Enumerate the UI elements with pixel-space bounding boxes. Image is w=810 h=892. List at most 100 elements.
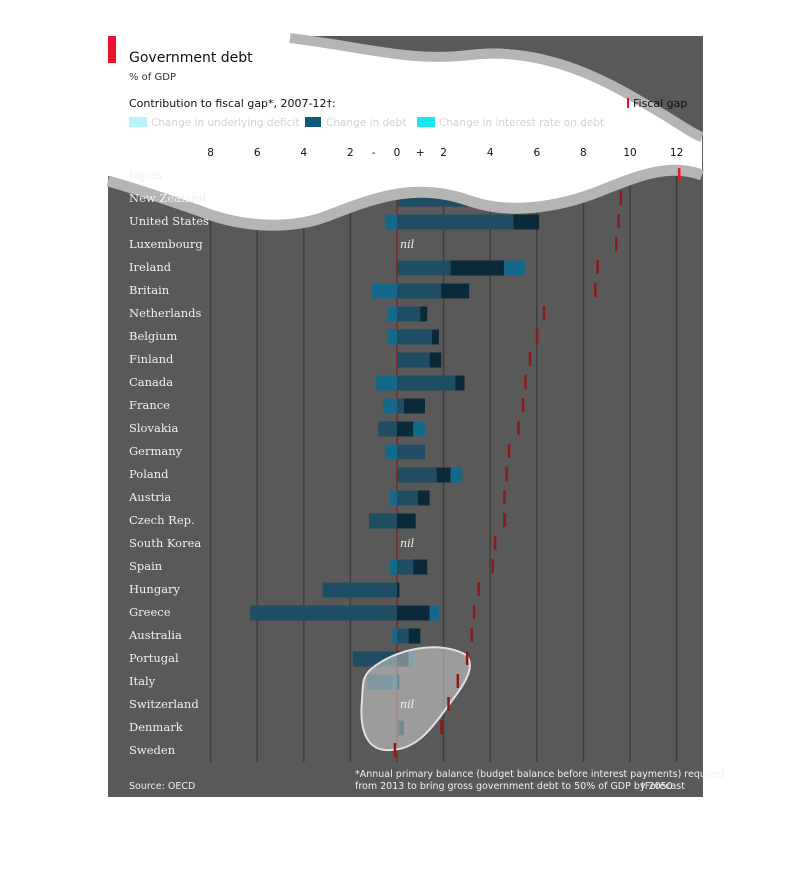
country-label: Sweden bbox=[129, 743, 176, 757]
fiscal-gap-marker bbox=[393, 743, 397, 757]
fiscal-gap-marker bbox=[505, 467, 509, 481]
fiscal-gap-marker bbox=[503, 513, 506, 527]
bar-debt bbox=[436, 467, 451, 483]
fiscal-gap-marker bbox=[456, 674, 460, 688]
fiscal-gap-marker bbox=[615, 237, 618, 251]
fiscal-gap-marker bbox=[596, 260, 599, 274]
country-label: Ireland bbox=[129, 260, 172, 274]
bar-deficit bbox=[397, 283, 442, 299]
bar-deficit bbox=[397, 559, 414, 575]
bar-debt bbox=[417, 490, 430, 506]
x-tick-label: 2 bbox=[347, 147, 354, 159]
x-tick-label: 12 bbox=[670, 147, 683, 159]
x-tick-label: 8 bbox=[580, 147, 587, 159]
bar-debt bbox=[413, 559, 428, 575]
country-label: Slovakia bbox=[129, 421, 178, 435]
country-label: Netherlands bbox=[129, 306, 202, 320]
x-tick-label: 4 bbox=[300, 147, 307, 159]
bar-deficit bbox=[397, 260, 451, 276]
bar-deficit bbox=[378, 421, 397, 437]
bar-debt bbox=[431, 329, 439, 345]
nil-label: nil bbox=[400, 238, 415, 251]
bar-interest bbox=[504, 260, 526, 276]
bar-debt bbox=[397, 421, 414, 437]
curve-white-overlay bbox=[100, 36, 702, 221]
bar-deficit bbox=[322, 582, 397, 598]
fiscal-gap-marker bbox=[528, 352, 532, 366]
fiscal-gap-marker bbox=[524, 375, 527, 389]
fiscal-gap-marker bbox=[493, 536, 497, 550]
bar-debt bbox=[408, 628, 421, 644]
country-label: Poland bbox=[129, 467, 169, 481]
footnote-line-1: *Annual primary balance (budget balance … bbox=[355, 769, 724, 780]
fiscal-gap-marker bbox=[677, 168, 681, 182]
bar-interest bbox=[390, 559, 397, 575]
legend-swatch-deficit bbox=[129, 117, 147, 127]
country-label: Czech Rep. bbox=[129, 513, 195, 527]
bar-interest bbox=[429, 605, 439, 621]
curve-band-top bbox=[289, 33, 704, 142]
country-label: Austria bbox=[128, 490, 171, 504]
bar-debt bbox=[455, 375, 465, 391]
x-tick-label: + bbox=[416, 147, 425, 159]
x-axis-ticks: 8 6 4 2 - 0 +2 4 6 8 10 12 bbox=[207, 147, 683, 159]
bar-deficit bbox=[397, 628, 409, 644]
x-tick-label: 6 bbox=[254, 147, 261, 159]
country-label: Spain bbox=[129, 559, 163, 573]
fiscal-gap-marker bbox=[472, 605, 476, 619]
legend-label-interest: Change in interest rate on debt bbox=[439, 117, 604, 129]
fiscal-gap-marker bbox=[619, 191, 623, 205]
country-label: South Korea bbox=[129, 536, 201, 550]
country-label: Luxembourg bbox=[129, 237, 203, 251]
contribution-label: Contribution to fiscal gap*, 2007-12†: bbox=[129, 97, 336, 110]
country-label: France bbox=[129, 398, 170, 412]
bar-deficit bbox=[397, 329, 432, 345]
brand-bar bbox=[108, 36, 116, 63]
x-tick-label: 2 bbox=[440, 147, 447, 159]
country-label: Britain bbox=[129, 283, 170, 297]
bar-deficit bbox=[397, 214, 514, 230]
fiscal-gap-marker bbox=[503, 490, 506, 504]
footnote-forecast: †Forecast bbox=[640, 781, 685, 792]
bar-interest bbox=[413, 421, 425, 437]
fiscal-gap-marker bbox=[535, 329, 539, 343]
bar-interest bbox=[392, 628, 397, 644]
labels-layer: Japan New Zealand United States Luxembourg n… bbox=[128, 168, 681, 757]
country-label: New Zealand bbox=[129, 191, 207, 205]
country-label: Switzerland bbox=[129, 697, 199, 711]
fiscal-gap-marker bbox=[594, 283, 597, 297]
curve-band bbox=[106, 164, 704, 231]
fiscal-gap-marker bbox=[517, 421, 520, 435]
bar-interest bbox=[450, 467, 463, 483]
country-label: Belgium bbox=[129, 329, 177, 343]
country-label: United States bbox=[129, 214, 209, 228]
blob-outline bbox=[360, 646, 471, 752]
country-label: Hungary bbox=[129, 582, 181, 596]
country-label: Canada bbox=[129, 375, 173, 389]
source-label: Source: OECD bbox=[129, 781, 195, 792]
bar-interest bbox=[387, 306, 397, 322]
chart-title: Government debt bbox=[129, 50, 253, 66]
legend-label-deficit: Change in underlying deficit bbox=[151, 117, 299, 129]
bar-interest bbox=[376, 375, 397, 391]
fiscal-gap-marker bbox=[440, 720, 443, 734]
country-label: Germany bbox=[129, 444, 183, 458]
bars-layer bbox=[250, 168, 549, 736]
nil-label: nil bbox=[400, 537, 415, 550]
country-label: Japan bbox=[128, 168, 163, 182]
x-tick-label: 0 bbox=[394, 147, 401, 159]
fiscal-gap-marker bbox=[521, 398, 525, 412]
x-tick-label: - bbox=[372, 147, 376, 159]
legend-swatch-interest bbox=[417, 117, 435, 127]
bar-debt bbox=[450, 260, 505, 276]
bar-deficit bbox=[250, 605, 397, 621]
bar-interest bbox=[385, 214, 397, 230]
country-label: Australia bbox=[128, 628, 182, 642]
fiscal-gap-marker bbox=[491, 559, 495, 573]
bar-debt bbox=[397, 513, 416, 529]
x-tick-label: 10 bbox=[623, 147, 636, 159]
fiscal-gap-marker bbox=[465, 651, 469, 665]
country-label: Portugal bbox=[129, 651, 179, 665]
legend-label-debt: Change in debt bbox=[326, 117, 406, 129]
